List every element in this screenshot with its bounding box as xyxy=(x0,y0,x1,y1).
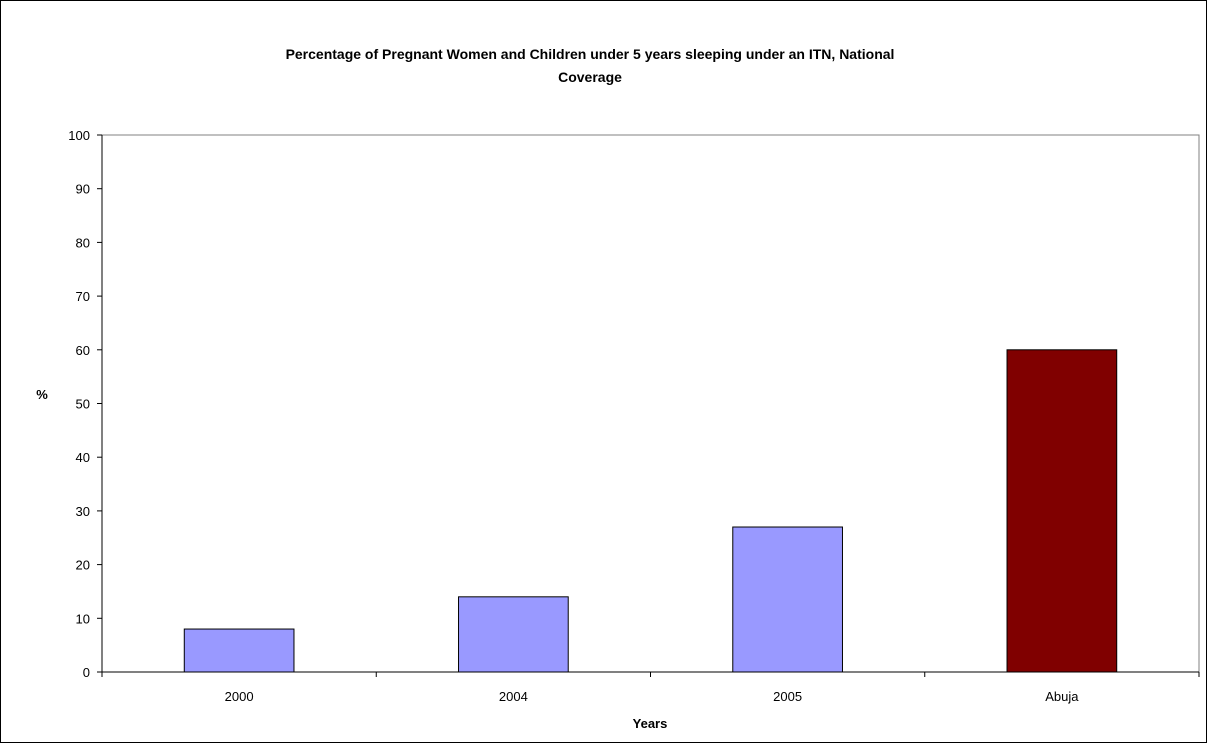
x-tick-label: 2004 xyxy=(499,689,528,704)
x-tick-label: Abuja xyxy=(1045,689,1079,704)
bar-abuja xyxy=(1006,349,1118,673)
y-axis-label: % xyxy=(36,387,48,402)
chart-title-line2: Coverage xyxy=(558,69,622,85)
chart-title-line1: Percentage of Pregnant Women and Childre… xyxy=(286,46,895,62)
y-tick-label: 50 xyxy=(76,397,90,412)
bar-2005 xyxy=(732,526,843,673)
y-tick-label: 20 xyxy=(76,558,90,573)
y-tick-label: 100 xyxy=(68,128,90,143)
x-tick-label: 2005 xyxy=(773,689,802,704)
y-axis: 0 10 20 30 40 50 60 70 80 90 100 xyxy=(68,128,103,680)
y-tick-label: 40 xyxy=(76,450,90,465)
y-tick-label: 60 xyxy=(76,343,90,358)
y-tick-label: 90 xyxy=(76,182,90,197)
bars-group xyxy=(183,349,1118,673)
y-tick-label: 0 xyxy=(83,665,90,680)
y-tick-label: 70 xyxy=(76,289,90,304)
x-axis-label: Years xyxy=(633,716,668,731)
y-tick-label: 10 xyxy=(76,611,90,626)
x-tick-label: 2000 xyxy=(225,689,254,704)
bar-2000 xyxy=(183,628,295,673)
bar-2004 xyxy=(458,596,569,673)
x-tick-labels: 2000 2004 2005 Abuja xyxy=(225,689,1080,704)
y-tick-label: 80 xyxy=(76,235,90,250)
y-tick-label: 30 xyxy=(76,504,90,519)
